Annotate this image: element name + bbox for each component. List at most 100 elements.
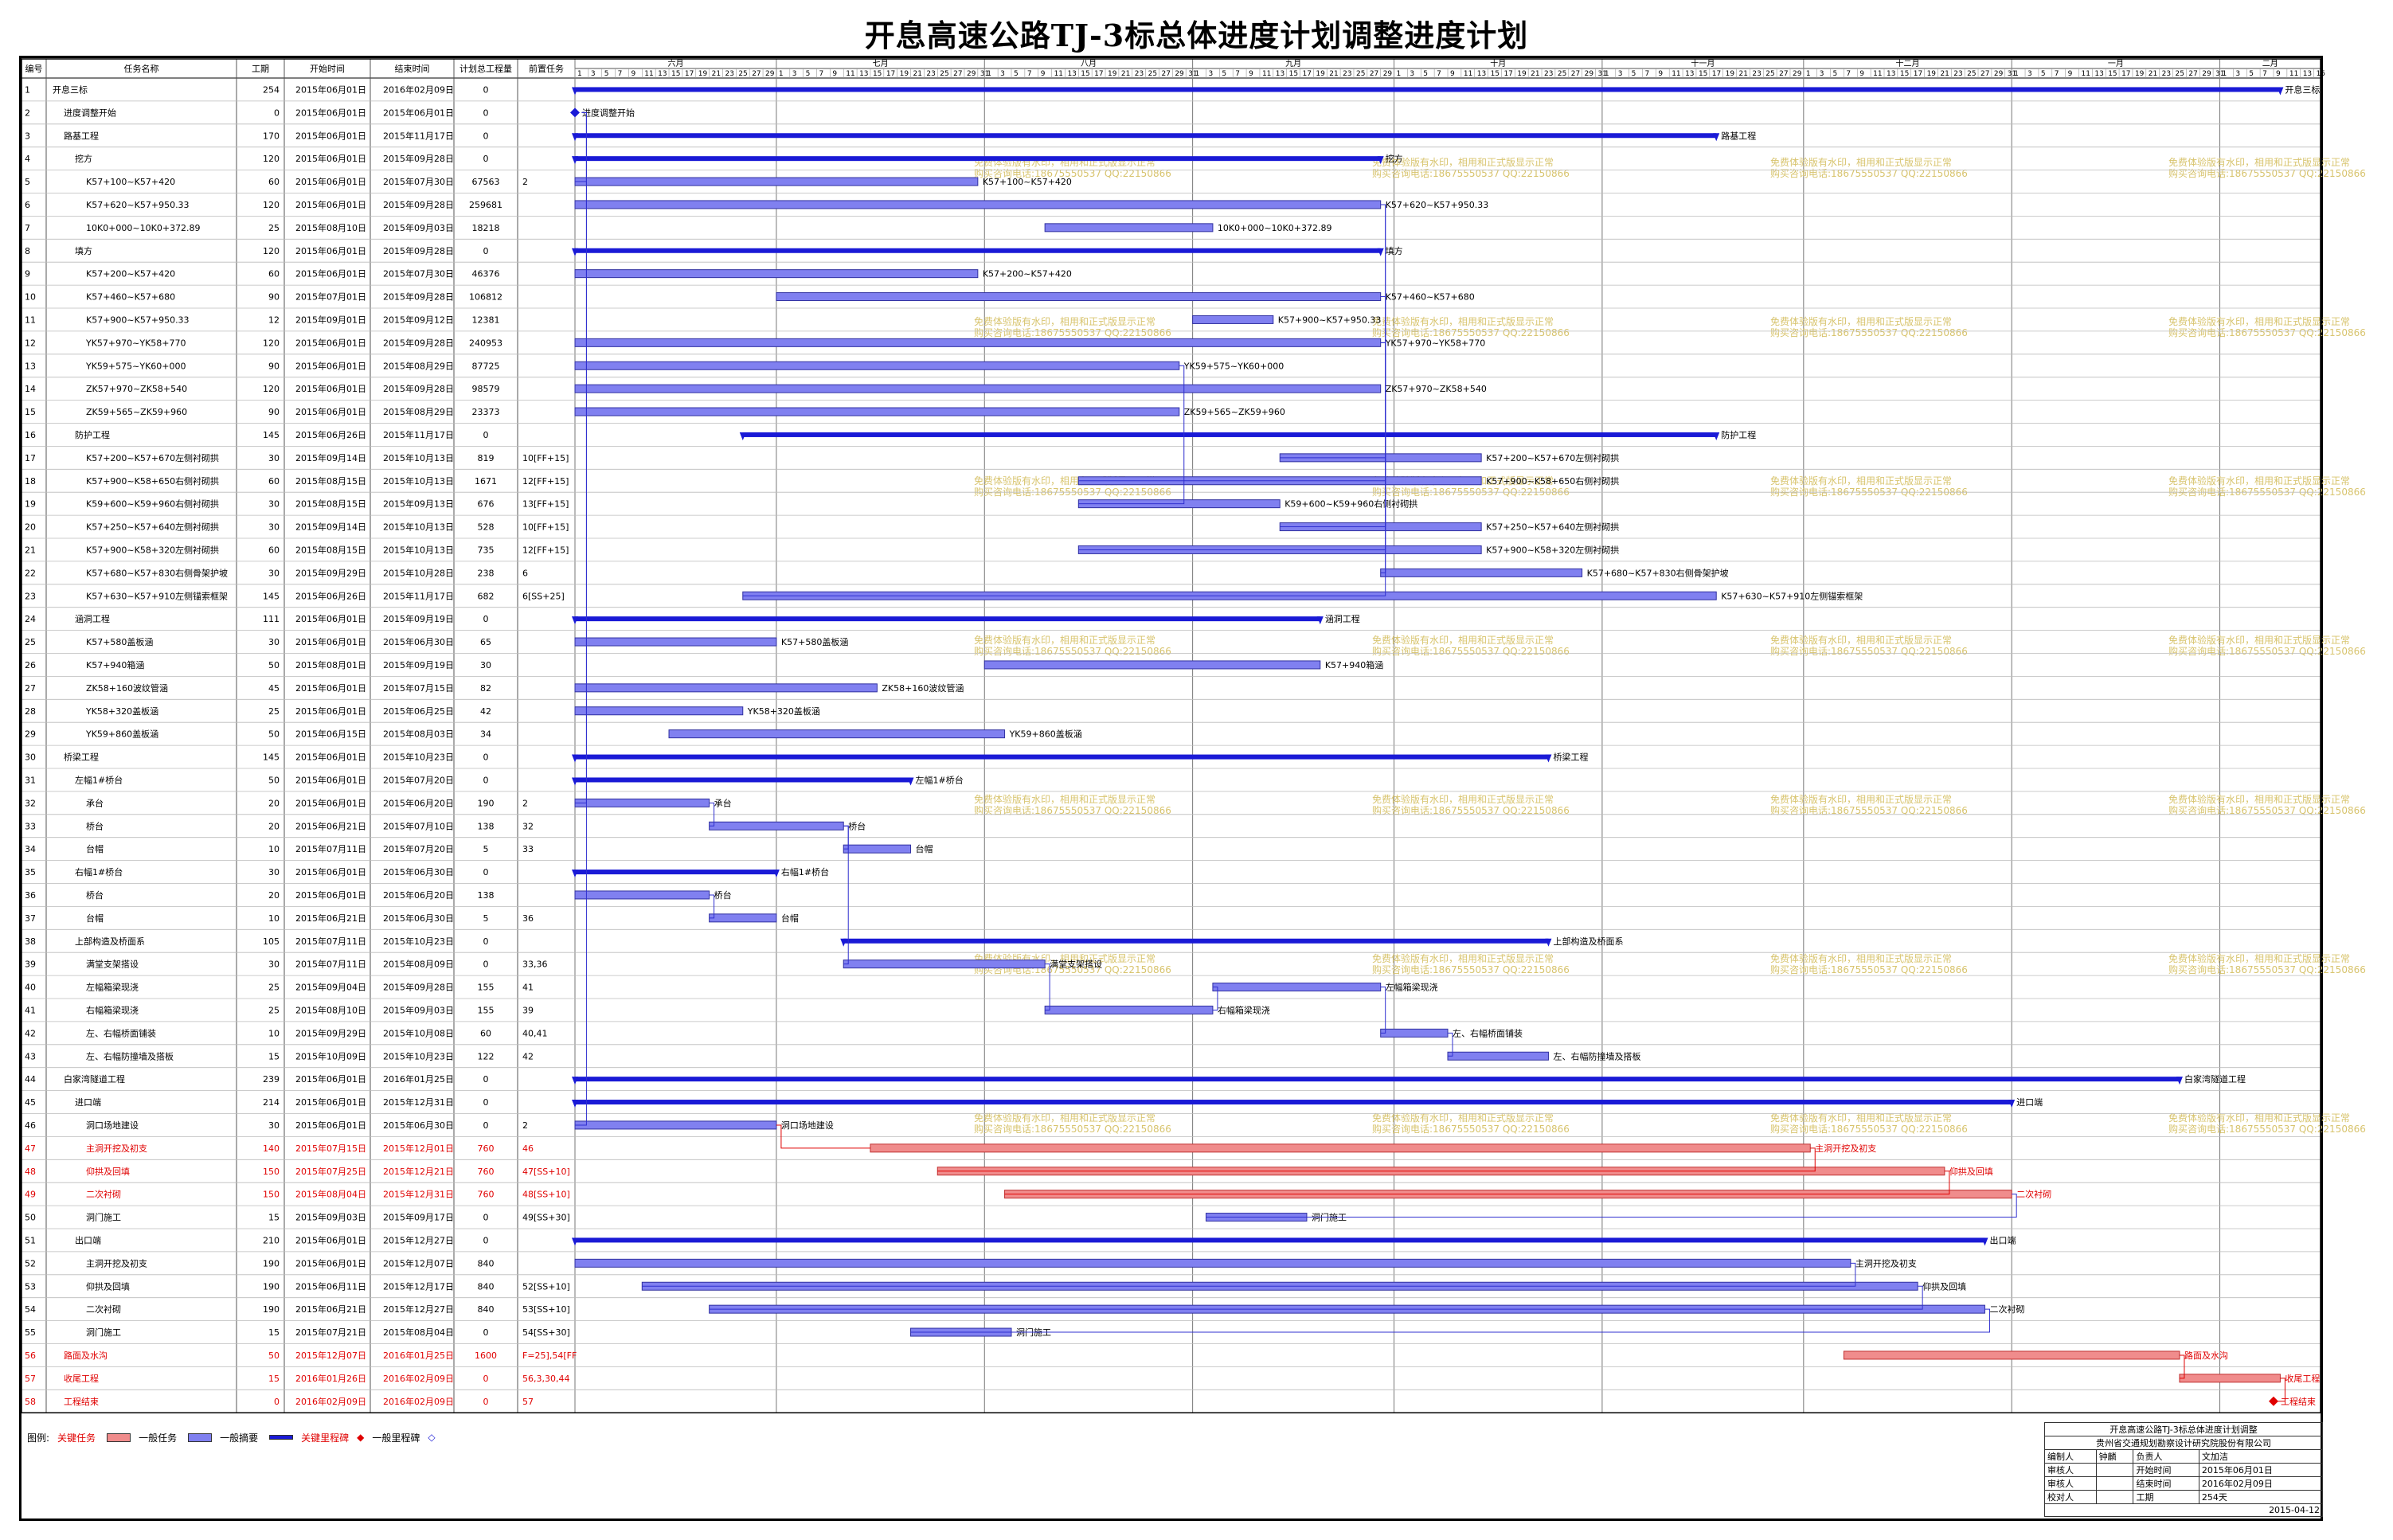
task-bar [574,200,1382,209]
task-name: 二次衬砌 [86,1304,121,1315]
day-tick: 17 [1914,70,1922,78]
task-start: 2015年06月11日 [295,1280,366,1292]
task-bar [574,361,1180,370]
task-id: 44 [25,1074,36,1085]
task-duration: 25 [268,223,280,233]
task-end: 2015年11月17日 [383,130,454,141]
info-date: 2015-04-12 [2044,1503,2323,1517]
bar-label: K57+900~K57+950.33 [1278,315,1382,325]
task-duration: 120 [263,338,280,348]
task-qty: 138 [478,890,495,901]
task-end: 2015年09月28日 [383,199,454,210]
task-id: 56 [25,1350,36,1361]
task-bar [1843,1350,2180,1360]
bar-label: K57+630~K57+910左侧锚索框架 [1721,590,1863,601]
task-name: 上部构造及桥面系 [75,936,145,947]
watermark: 免费体验版有水印，相用和正式版显示正常 [1372,952,1554,964]
task-bar [574,637,777,647]
day-tick: 3 [2235,70,2240,78]
task-id: 38 [25,936,36,947]
task-qty: 0 [483,430,489,440]
task-qty: 98579 [472,384,500,394]
task-start: 2015年07月01日 [295,291,366,303]
bar-label: K57+900~K58+650右侧衬砌拱 [1486,475,1619,487]
watermark: 购买咨询电话:18675550537 QQ:22150866 [2168,645,2366,657]
summary-end-cap [1713,432,1720,440]
task-id: 4 [25,154,30,164]
task-end: 2016年01月25日 [383,1073,454,1085]
watermark: 购买咨询电话:18675550537 QQ:22150866 [1770,963,1968,975]
info-cell: 钟麟 [2095,1449,2134,1464]
task-start: 2015年06月01日 [295,337,366,348]
info-cell: 开始时间 [2133,1463,2199,1477]
column-header: 结束时间 [395,64,430,74]
day-tick: 17 [1503,70,1512,78]
watermark: 免费体验版有水印，相用和正式版显示正常 [2168,475,2350,487]
watermark: 免费体验版有水印，相用和正式版显示正常 [1770,1112,1952,1124]
watermark: 免费体验版有水印，相用和正式版显示正常 [1770,156,1952,168]
task-id: 25 [25,637,36,647]
day-tick: 27 [2188,70,2197,78]
bar-label: 收尾工程 [2285,1373,2320,1384]
bar-label: 进口端 [2016,1097,2043,1108]
task-name: 洞门施工 [86,1212,121,1223]
task-start: 2015年06月01日 [295,1257,366,1268]
day-tick: 1 [1605,70,1609,78]
dependency-link [1078,365,1185,505]
day-tick: 11 [1054,70,1063,78]
task-start: 2015年06月01日 [295,268,366,279]
task-duration: 30 [268,1120,280,1131]
column-header: 编号 [25,63,43,74]
summary-bar [575,870,776,875]
task-predecessor: 12[FF+15] [522,476,569,487]
day-tick: 21 [1940,70,1949,78]
task-start: 2015年06月01日 [295,752,366,763]
task-end: 2015年12月27日 [383,1234,454,1245]
task-predecessor: 36 [522,913,534,924]
summary-start-cap [572,156,578,165]
day-tick: 13 [1067,70,1076,78]
day-tick: 21 [913,70,922,78]
task-predecessor: 56,3,30,44 [522,1374,569,1384]
task-name: 左幅箱梁现浇 [86,982,139,993]
legend-normal-summary: 一般摘要 [220,1432,259,1444]
day-tick: 13 [1887,70,1895,78]
task-name: YK58+320盖板涵 [85,706,158,717]
task-start: 2015年08月04日 [295,1189,366,1200]
task-end: 2015年06月30日 [383,636,454,647]
task-qty: 0 [483,246,489,256]
task-end: 2015年09月19日 [383,659,454,670]
task-name: K59+600~K59+960右侧衬砌拱 [86,498,219,510]
day-tick: 25 [1967,70,1976,78]
dependency-link [1206,1194,2017,1218]
task-name: 洞口场地建设 [86,1120,139,1131]
task-start: 2015年06月01日 [295,706,366,717]
task-id: 2 [25,107,30,118]
task-predecessor: 47[SS+10] [522,1167,570,1177]
watermark: 免费体验版有水印，相用和正式版显示正常 [1372,634,1554,646]
task-qty: 42 [480,706,491,717]
task-name: K57+900~K58+650右侧衬砌拱 [86,475,219,487]
task-start: 2015年06月21日 [295,913,366,924]
task-qty: 259681 [469,200,502,210]
day-tick: 23 [1752,70,1761,78]
task-id: 1 [25,84,30,95]
task-start: 2015年09月03日 [295,1212,366,1223]
dependency-link [2273,1378,2285,1402]
task-id: 53 [25,1281,36,1292]
watermark: 免费体验版有水印，相用和正式版显示正常 [2168,634,2350,646]
day-tick: 25 [940,70,948,78]
bar-label: 左幅箱梁现浇 [1386,982,1438,993]
watermark: 购买咨询电话:18675550537 QQ:22150866 [2168,963,2366,975]
day-tick: 25 [1765,70,1774,78]
day-tick: 1 [1806,70,1811,78]
task-duration: 10 [268,844,280,854]
day-tick: 3 [1208,70,1213,78]
task-qty: 0 [483,1120,489,1131]
bar-label: YK59+860盖板涵 [1009,729,1082,740]
day-tick: 3 [1000,70,1005,78]
watermark: 购买咨询电话:18675550537 QQ:22150866 [2168,326,2366,338]
task-end: 2015年09月12日 [383,314,454,325]
milestone-icon: ◇ [428,1432,436,1443]
bar-label: 工程结束 [2281,1397,2316,1407]
